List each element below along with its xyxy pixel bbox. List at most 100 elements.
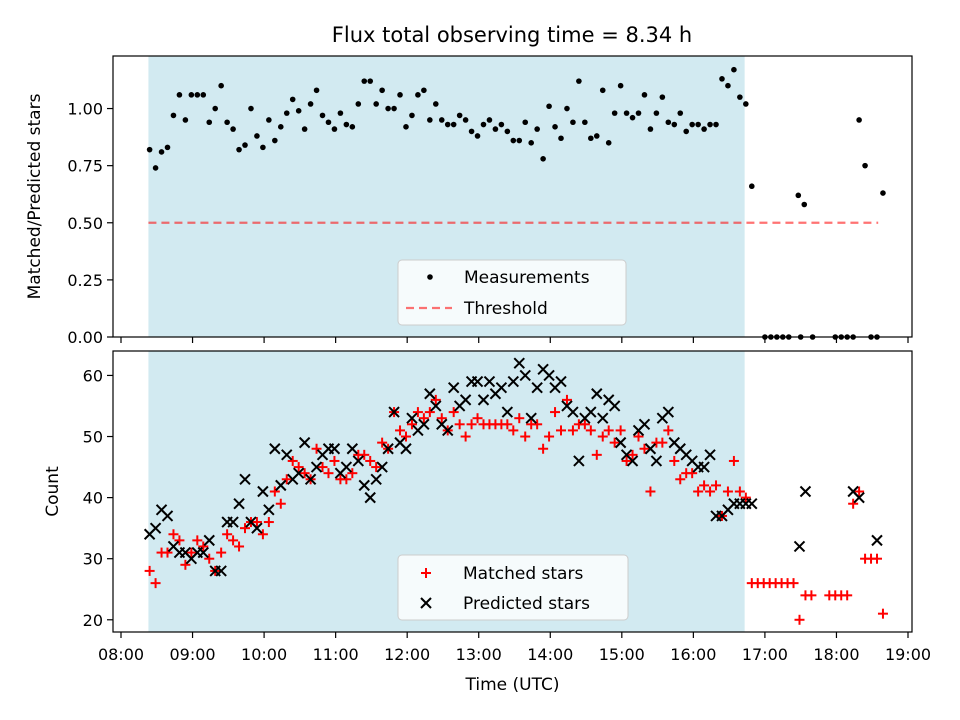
count-y-axis-label: Count bbox=[43, 466, 63, 517]
measurement-point bbox=[337, 110, 344, 116]
measurement-point bbox=[504, 128, 511, 135]
predicted-star-point bbox=[477, 394, 490, 406]
predicted-star-point bbox=[203, 534, 215, 547]
measurement-point bbox=[355, 101, 362, 107]
measurement-point bbox=[534, 126, 540, 132]
time-x-axis-label: Time (UTC) bbox=[465, 675, 560, 695]
predicted-star-point bbox=[525, 412, 537, 424]
predicted-star-point bbox=[227, 516, 239, 528]
matched-star-point bbox=[216, 547, 227, 558]
time-x-ticks: 08:00 09:00 10:00 11:00 12:00 13:00 14:00 15:00… bbox=[98, 632, 931, 664]
cross-b bbox=[394, 436, 406, 449]
predicted-star-point bbox=[704, 449, 716, 461]
measurement-point bbox=[397, 92, 403, 98]
measurement-point bbox=[170, 112, 177, 119]
legend-cross bbox=[420, 597, 432, 609]
x-tick-label: 19:00 bbox=[885, 645, 931, 664]
predicted-star-point bbox=[340, 461, 353, 473]
cross-b bbox=[686, 455, 698, 467]
y-tick-label: 30 bbox=[83, 550, 103, 569]
cross-b bbox=[871, 534, 883, 547]
measurement-point bbox=[801, 201, 808, 208]
predicted-star-point bbox=[746, 498, 758, 510]
count-panel: 20 30 40 50 60 08:00 09:00 10:00 11:00 12:00 13:0… bbox=[43, 350, 931, 695]
matched-star-point bbox=[269, 486, 280, 497]
predicted-star-point bbox=[591, 388, 603, 400]
measurement-point bbox=[671, 121, 678, 128]
matched-star-point bbox=[693, 486, 704, 497]
predicted-star-point bbox=[871, 534, 883, 547]
predicted-star-point bbox=[292, 467, 305, 479]
predicted-star-point bbox=[585, 406, 597, 418]
matched-star-point bbox=[734, 486, 745, 497]
matched-star-point bbox=[502, 419, 513, 430]
matched-star-point bbox=[848, 498, 859, 509]
ratio-legend-box bbox=[397, 259, 627, 326]
cross-b bbox=[358, 479, 370, 492]
matched-star-point bbox=[460, 431, 471, 442]
matched-star-point bbox=[317, 462, 328, 473]
matched-star-point bbox=[669, 455, 680, 466]
y-tick-label: 60 bbox=[83, 366, 103, 385]
matched-star-point bbox=[645, 486, 656, 497]
predicted-star-point bbox=[567, 406, 579, 418]
predicted-star-point bbox=[608, 400, 621, 412]
ratio-y-axis-label: Matched/Predicted stars bbox=[25, 93, 45, 299]
measurement-point bbox=[456, 112, 463, 119]
cross-b bbox=[227, 516, 239, 528]
cross-b bbox=[620, 449, 633, 461]
predicted-star-point bbox=[513, 357, 525, 369]
cross-b bbox=[585, 406, 597, 418]
y-tick-label: 0.25 bbox=[67, 271, 103, 290]
predicted-star-point bbox=[364, 491, 376, 504]
cross-b bbox=[799, 485, 812, 498]
predicted-star-point bbox=[328, 443, 341, 455]
matched-star-point bbox=[627, 449, 638, 460]
measurement-point bbox=[164, 144, 171, 151]
cross-b bbox=[370, 473, 382, 485]
cross-b bbox=[275, 479, 287, 492]
cross-b bbox=[155, 504, 168, 516]
cross-b bbox=[567, 406, 579, 418]
cross-b bbox=[507, 375, 520, 388]
matched-star-point bbox=[711, 480, 722, 491]
measurement-point bbox=[522, 119, 529, 126]
matched-star-point bbox=[299, 468, 310, 479]
matched-star-point bbox=[514, 413, 525, 424]
cross-b bbox=[573, 455, 585, 467]
predicted-star-point bbox=[406, 412, 418, 424]
predicted-star-point bbox=[358, 479, 370, 492]
matched-star-point bbox=[567, 425, 578, 436]
cross-b bbox=[614, 436, 627, 449]
measurement-point bbox=[194, 92, 201, 98]
measurement-point bbox=[528, 140, 534, 146]
y-tick-label: 0.75 bbox=[67, 157, 103, 176]
measurement-point bbox=[373, 101, 379, 107]
matched-star-point bbox=[663, 425, 674, 436]
count-legend-box bbox=[397, 554, 629, 621]
measurement-point bbox=[707, 121, 713, 128]
x-tick-label: 13:00 bbox=[456, 645, 502, 664]
predicted-star-point bbox=[531, 381, 543, 394]
measurement-point bbox=[403, 124, 409, 130]
cross-b bbox=[382, 443, 394, 455]
matched-star-point bbox=[251, 517, 262, 528]
ratio-x-ticks bbox=[120, 337, 909, 343]
matched-star-point bbox=[311, 443, 322, 454]
predicted-star-point bbox=[382, 443, 394, 455]
measurement-point bbox=[212, 105, 219, 112]
cross-b bbox=[626, 455, 639, 467]
cross-b bbox=[430, 400, 442, 412]
matched-star-point bbox=[150, 578, 161, 589]
measurement-point bbox=[218, 82, 224, 89]
predicted-star-point bbox=[430, 400, 442, 412]
matched-star-point bbox=[281, 474, 292, 485]
legend-matched-label: Matched stars bbox=[463, 564, 583, 584]
y-tick-label: 40 bbox=[83, 489, 103, 508]
measurement-point bbox=[242, 142, 248, 148]
measurement-point bbox=[206, 119, 213, 126]
cross-b bbox=[519, 369, 531, 382]
predicted-star-point bbox=[257, 485, 269, 498]
cross-b bbox=[650, 455, 663, 467]
matched-star-point bbox=[323, 468, 334, 479]
